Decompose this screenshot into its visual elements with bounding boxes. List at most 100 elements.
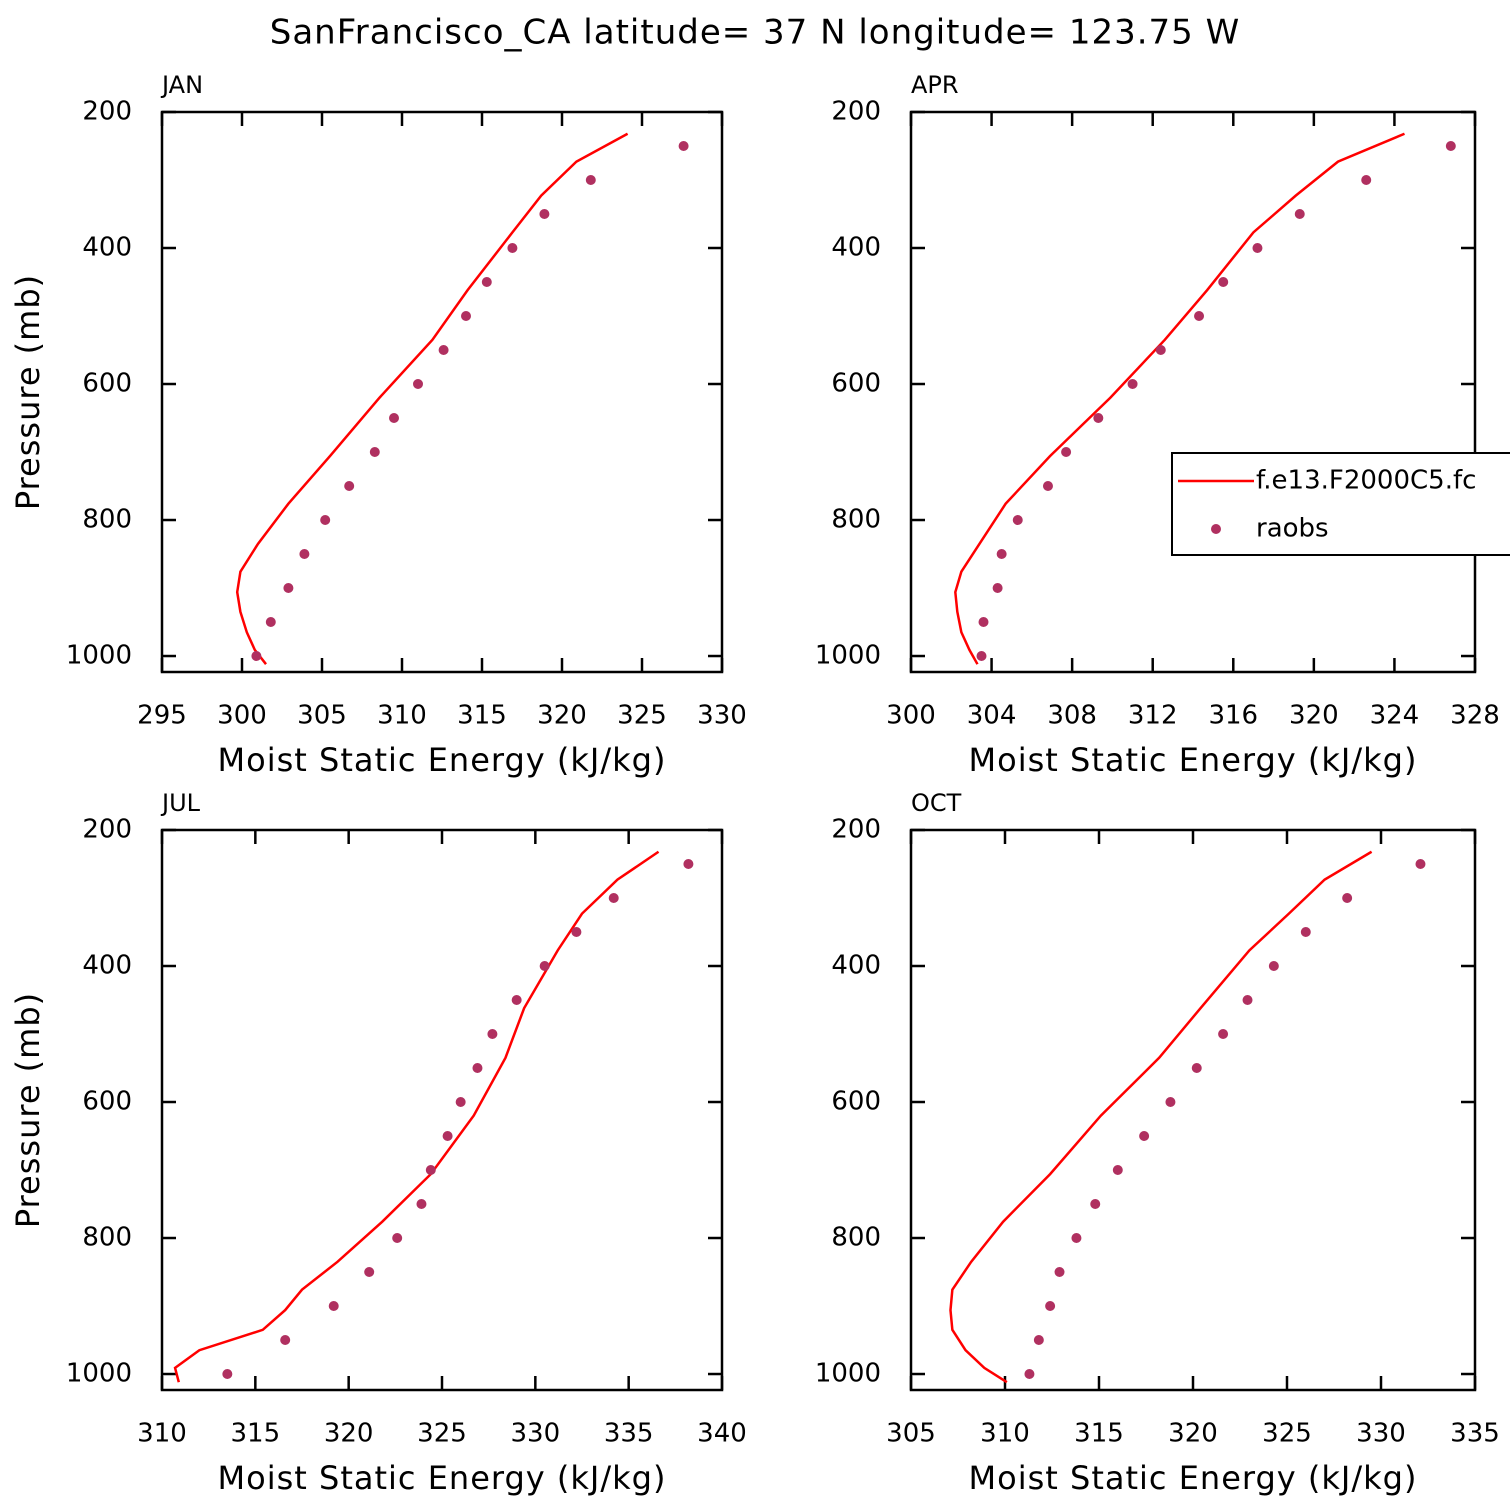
legend-box: [1171, 452, 1510, 556]
obs-point: [481, 277, 492, 288]
y-tick-label: 1000: [815, 641, 881, 671]
profile-line: [235, 132, 629, 665]
y-axis-label: Pressure (mb): [9, 274, 47, 510]
profile-line: [949, 850, 1373, 1384]
x-tick-label: 305: [297, 701, 347, 731]
x-tick-label: 308: [1047, 701, 1097, 731]
legend-label: raobs: [1256, 514, 1329, 544]
obs-point: [1294, 209, 1305, 220]
obs-point: [1194, 311, 1205, 322]
obs-point: [1242, 995, 1253, 1006]
panel-title: APR: [911, 71, 959, 99]
x-tick-label: 304: [967, 701, 1017, 731]
obs-point: [507, 243, 518, 254]
x-axis-label: Moist Static Energy (kJ/kg): [969, 1459, 1418, 1497]
obs-point: [1415, 859, 1426, 870]
obs-point: [265, 617, 276, 628]
obs-point: [539, 209, 550, 220]
obs-point: [1191, 1063, 1202, 1074]
y-tick-label: 1000: [66, 1359, 132, 1389]
obs-point: [1012, 515, 1023, 526]
obs-point: [1361, 175, 1372, 186]
x-axis-label: Moist Static Energy (kJ/kg): [218, 1459, 667, 1497]
obs-point: [1093, 413, 1104, 424]
y-tick-label: 400: [831, 233, 881, 263]
obs-point: [1218, 1029, 1229, 1040]
panel-title: JAN: [160, 71, 203, 99]
x-tick-label: 320: [1168, 1419, 1218, 1449]
y-axis-label: Pressure (mb): [9, 992, 47, 1228]
profile-line: [954, 132, 1405, 665]
obs-point: [1252, 243, 1263, 254]
x-tick-label: 335: [604, 1419, 654, 1449]
obs-point: [461, 311, 471, 322]
y-tick-label: 1000: [66, 641, 132, 671]
profile-line: [173, 850, 660, 1383]
obs-point: [328, 1301, 339, 1312]
obs-point: [1042, 481, 1053, 492]
obs-point: [1071, 1233, 1082, 1244]
y-tick-label: 200: [82, 97, 132, 127]
obs-point: [996, 549, 1007, 560]
x-tick-label: 330: [511, 1419, 561, 1449]
obs-point: [364, 1267, 375, 1278]
obs-point: [389, 413, 399, 424]
obs-point: [1112, 1165, 1123, 1176]
figure-title: SanFrancisco_CA latitude= 37 N longitude…: [270, 13, 1241, 53]
y-tick-label: 600: [831, 1087, 881, 1117]
y-tick-label: 1000: [815, 1359, 881, 1389]
obs-point: [1218, 277, 1229, 288]
obs-point: [1054, 1267, 1065, 1278]
plot-frame: [160, 828, 724, 1392]
obs-point: [678, 141, 689, 152]
obs-point: [571, 927, 582, 938]
y-tick-label: 400: [82, 951, 132, 981]
x-tick-label: 325: [1262, 1419, 1312, 1449]
y-tick-label: 800: [831, 505, 881, 535]
x-axis-label: Moist Static Energy (kJ/kg): [969, 741, 1418, 779]
obs-point: [392, 1233, 403, 1244]
obs-point: [425, 1165, 436, 1176]
x-tick-label: 324: [1370, 701, 1420, 731]
legend-label: f.e13.F2000C5.fc: [1256, 466, 1476, 496]
y-tick-label: 400: [82, 233, 132, 263]
obs-point: [1342, 893, 1353, 904]
x-tick-label: 320: [537, 701, 587, 731]
x-axis-label: Moist Static Energy (kJ/kg): [218, 741, 667, 779]
x-tick-label: 328: [1450, 701, 1500, 731]
obs-point: [222, 1369, 233, 1380]
obs-point: [608, 893, 619, 904]
obs-point: [1024, 1369, 1035, 1380]
y-tick-label: 200: [831, 97, 881, 127]
x-tick-label: 300: [217, 701, 267, 731]
obs-point: [299, 549, 310, 560]
plot-frame: [909, 110, 1477, 674]
obs-point: [251, 651, 262, 662]
y-tick-label: 200: [82, 815, 132, 845]
obs-point: [1268, 961, 1279, 972]
obs-point: [416, 1199, 427, 1210]
y-tick-label: 400: [831, 951, 881, 981]
obs-point: [992, 583, 1003, 594]
x-tick-label: 300: [886, 701, 936, 731]
y-tick-label: 600: [82, 1087, 132, 1117]
obs-point: [413, 379, 423, 390]
obs-point: [1445, 141, 1456, 152]
obs-point: [1061, 447, 1072, 458]
x-tick-label: 310: [377, 701, 427, 731]
obs-point: [1033, 1335, 1044, 1346]
obs-point: [344, 481, 355, 492]
obs-point: [539, 961, 550, 972]
obs-point: [978, 617, 989, 628]
plot-frame: [909, 828, 1477, 1392]
obs-point: [369, 447, 380, 458]
x-tick-label: 325: [417, 1419, 467, 1449]
y-tick-label: 800: [82, 1223, 132, 1253]
obs-point: [1127, 379, 1138, 390]
panel-title: JUL: [160, 789, 201, 817]
x-tick-label: 315: [231, 1419, 281, 1449]
x-tick-label: 325: [617, 701, 667, 731]
obs-point: [487, 1029, 498, 1040]
x-tick-label: 320: [324, 1419, 374, 1449]
